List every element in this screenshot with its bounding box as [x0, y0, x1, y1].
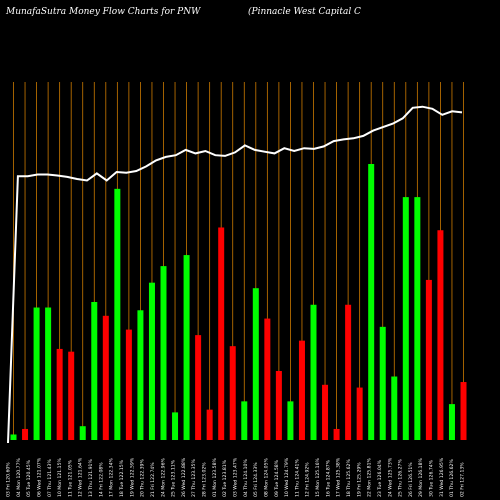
money-flow-bar — [102, 315, 109, 440]
money-flow-bar — [425, 279, 432, 440]
money-flow-bar — [148, 282, 155, 440]
money-flow-bar — [195, 335, 202, 440]
x-tick-label: 04 Mon 120.77% — [16, 457, 22, 497]
money-flow-bar — [137, 310, 144, 440]
money-flow-bar — [460, 382, 467, 440]
x-tick-label: 05 Fri 124.33% — [253, 462, 259, 497]
x-tick-label: 28 Fri 123.02% — [202, 462, 208, 497]
money-flow-bar — [33, 307, 40, 440]
chart-title-left: MunafaSutra Money Flow Charts for PNW — [6, 7, 201, 17]
x-tick-label: 09 Tue 124.58% — [274, 459, 280, 497]
money-flow-bar — [91, 302, 98, 440]
money-flow-bar — [287, 401, 294, 440]
price-line-layer — [7, 105, 463, 444]
x-tick-label: 24 Wed 125.73% — [387, 457, 393, 497]
x-tick-label: 27 Thu 123.35% — [191, 459, 197, 497]
money-flow-bar — [206, 409, 213, 440]
money-flow-bar — [345, 304, 352, 440]
money-flow-bar — [10, 434, 17, 440]
x-tick-label: 02 Tue 123.81% — [222, 459, 228, 497]
x-tick-label: 14 Fri 122.08% — [98, 462, 104, 497]
money-flow-bar — [114, 188, 121, 440]
money-flow-bar — [275, 371, 282, 440]
x-tick-label: 03 Wed 123.47% — [233, 457, 239, 497]
x-tick-label: 15 Mon 125.16% — [315, 457, 321, 497]
x-tick-label: 21 Fri 122.74% — [150, 462, 156, 497]
x-tick-label: 10 Wed 124.79% — [284, 457, 290, 497]
x-tick-label: 05 Tue 120.45% — [26, 459, 32, 497]
x-tick-label: 26 Fri 126.51% — [408, 462, 414, 497]
money-flow-bar — [172, 412, 179, 440]
chart-title-right: (Pinnacle West Capital C — [248, 7, 361, 17]
x-tick-label: 30 Tue 126.74% — [429, 459, 435, 497]
x-tick-label: 10 Mon 121.15% — [57, 457, 63, 497]
x-tick-label: 25 Thu 126.27% — [398, 459, 404, 497]
money-flow-bar — [322, 384, 329, 440]
x-tick-label: 13 Thu 121.91% — [88, 459, 94, 497]
money-flow-bar — [252, 288, 259, 440]
x-tick-label: 02 Fri 127.13% — [460, 462, 466, 497]
money-flow-bar — [298, 340, 305, 440]
x-tick-label: 01 Thu 126.62% — [449, 459, 455, 497]
money-flow-bars — [10, 164, 467, 440]
money-flow-bar — [160, 266, 167, 440]
x-tick-label: 19 Fri 125.29% — [356, 462, 362, 497]
x-tick-label: 25 Tue 123.11% — [171, 459, 177, 497]
x-tick-label: 11 Tue 121.05% — [67, 459, 73, 497]
money-flow-bar — [310, 304, 317, 440]
x-tick-label: 22 Mon 125.81% — [367, 457, 373, 497]
x-tick-label: 03 Fri 120.60% — [6, 462, 12, 497]
money-flow-bar — [368, 164, 375, 440]
x-tick-label: 29 Mon 126.18% — [418, 457, 424, 497]
x-tick-label: 04 Thu 124.10% — [243, 459, 249, 497]
money-flow-bar — [241, 401, 248, 440]
money-flow-bar — [391, 376, 398, 440]
x-tick-label: 24 Mon 122.96% — [160, 457, 166, 497]
x-tick-label: 18 Thu 125.62% — [346, 459, 352, 497]
x-tick-label: 12 Fri 124.92% — [305, 462, 311, 497]
x-tick-label: 16 Tue 124.87% — [325, 459, 331, 497]
x-tick-label: 12 Wed 121.64% — [78, 457, 84, 497]
x-tick-label: 19 Wed 122.59% — [129, 457, 135, 497]
money-flow-bar — [218, 227, 225, 440]
money-flow-bar — [356, 387, 363, 440]
x-tick-label: 18 Tue 122.15% — [119, 459, 125, 497]
money-flow-bar — [229, 346, 236, 440]
x-tick-label: 26 Wed 122.88% — [181, 457, 187, 497]
money-flow-bar — [264, 318, 271, 440]
money-flow-bar — [22, 428, 29, 440]
money-flow-bar — [183, 255, 190, 440]
money-flow-bar — [414, 197, 421, 440]
money-flow-bar — [379, 326, 386, 440]
x-tick-label: 20 Thu 122.39% — [140, 459, 146, 497]
money-flow-bar — [125, 329, 132, 440]
money-flow-bar — [79, 426, 86, 440]
x-tick-label: 01 Mon 123.58% — [212, 457, 218, 497]
x-tick-label: 06 Wed 121.07% — [37, 457, 43, 497]
x-tick-label: 08 Mon 124.05% — [264, 457, 270, 497]
x-tick-label: 17 Mon 122.34% — [109, 457, 115, 497]
money-flow-bar — [333, 428, 340, 440]
money-flow-bar — [448, 404, 455, 440]
x-axis-labels: 03 Fri 120.60% 04 Mon 120.77% 05 Tue 120.4… — [6, 457, 466, 497]
money-flow-bar — [402, 197, 409, 440]
money-flow-bar — [437, 230, 444, 440]
x-tick-label: 07 Thu 121.43% — [47, 459, 53, 497]
price-line — [7, 105, 463, 444]
x-tick-label: 11 Thu 124.41% — [294, 459, 300, 497]
x-tick-label: 23 Tue 126.04% — [377, 459, 383, 497]
money-flow-bar — [56, 348, 63, 440]
x-tick-label: 17 Wed 125.38% — [336, 457, 342, 497]
money-flow-bar — [45, 307, 52, 440]
x-tick-label: 31 Wed 126.95% — [439, 457, 445, 497]
chart-header: MunafaSutra Money Flow Charts for PNW (P… — [0, 0, 500, 24]
money-flow-bar — [68, 351, 75, 440]
